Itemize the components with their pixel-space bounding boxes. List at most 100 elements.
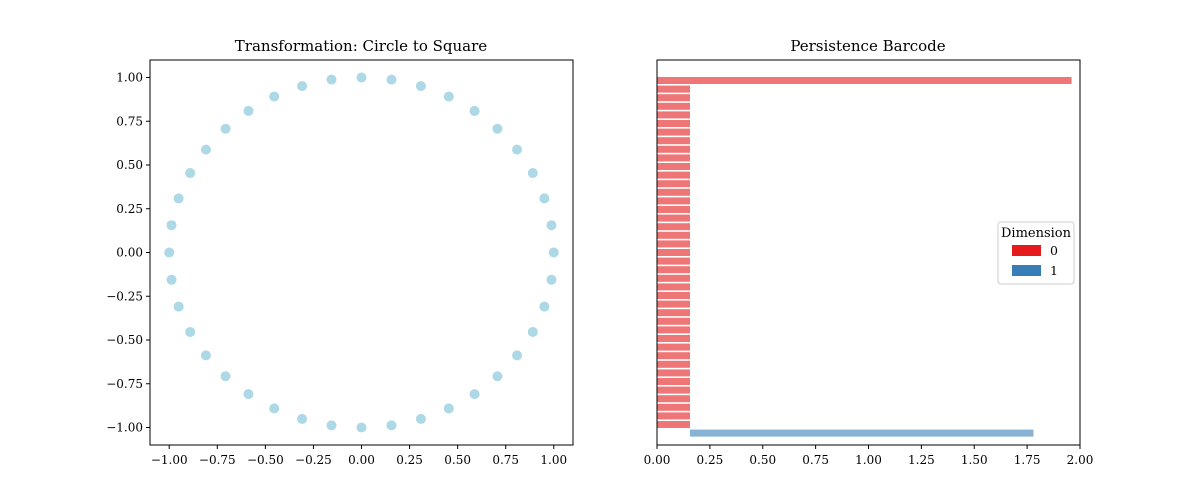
scatter-point [443, 91, 454, 102]
scatter-point [356, 422, 367, 433]
x-tick-label: 0.50 [749, 453, 776, 467]
barcode-bar [657, 180, 690, 188]
barcode-bar [657, 257, 690, 265]
scatter-frame [149, 59, 574, 446]
scatter-point [243, 389, 254, 400]
legend: Dimension 0 1 [997, 221, 1075, 285]
barcode-bar [657, 188, 690, 196]
barcode-bar [657, 163, 690, 170]
barcode-bar [657, 94, 690, 102]
x-tick-label: −0.25 [295, 453, 332, 467]
barcode-bar [657, 300, 690, 308]
scatter-point [548, 247, 559, 258]
scatter-point [220, 123, 231, 134]
y-tick-label: −0.25 [106, 289, 143, 303]
scatter-point [297, 81, 308, 92]
barcode-bar [657, 378, 690, 385]
x-tick-label: 0.75 [492, 453, 519, 467]
y-tick-label: 0.75 [116, 114, 143, 128]
scatter-point [326, 74, 337, 85]
scatter-point [173, 193, 184, 204]
scatter-point [166, 220, 177, 231]
barcode-bar [657, 128, 690, 136]
x-tick-label: 0.25 [697, 453, 724, 467]
x-tick-label: 0.00 [644, 453, 671, 467]
scatter-point [415, 413, 426, 424]
scatter-point [269, 403, 280, 414]
y-tick-label: 1.00 [116, 71, 143, 85]
scatter-point [527, 168, 538, 179]
barcode-bar [657, 85, 690, 93]
barcode-bar [657, 386, 690, 394]
scatter-point [443, 403, 454, 414]
barcode-bar [657, 395, 690, 403]
scatter-y-axis: 1.00 0.75 0.50 0.25 0.00 −0.25 −0.50 −0.75 −1.00 [106, 71, 150, 435]
scatter-point [164, 247, 175, 258]
barcode-x-axis: 0.00 0.25 0.50 0.75 1.00 1.25 1.50 1.75 2.00 [644, 445, 1094, 467]
scatter-title: Transformation: Circle to Square [235, 37, 488, 55]
barcode-bar [657, 360, 690, 368]
legend-swatch-0 [1012, 245, 1041, 256]
x-tick-label: 0.75 [802, 453, 829, 467]
x-tick-label: 1.00 [540, 453, 567, 467]
x-tick-label: 1.50 [961, 453, 988, 467]
barcode-bar [657, 223, 690, 231]
y-tick-label: −0.75 [106, 377, 143, 391]
barcode-bar [657, 369, 690, 377]
scatter-point [356, 72, 367, 83]
barcode-bar [657, 240, 690, 248]
scatter-point [220, 371, 231, 382]
x-tick-label: 2.00 [1067, 453, 1094, 467]
scatter-point [200, 144, 211, 155]
scatter-point [386, 74, 397, 85]
barcode-bar [657, 231, 690, 239]
scatter-point [492, 371, 503, 382]
barcode-bar [657, 171, 690, 179]
scatter-points [164, 72, 559, 433]
barcode-bar [657, 120, 690, 127]
scatter-point [492, 123, 503, 134]
barcode-bar [657, 154, 690, 162]
x-tick-label: −0.50 [247, 453, 284, 467]
scatter-point [512, 350, 523, 361]
scatter-point [539, 193, 550, 204]
barcode-bar [657, 249, 690, 256]
x-tick-label: −0.75 [199, 453, 236, 467]
x-tick-label: 0.00 [348, 453, 375, 467]
barcode-bar [657, 266, 690, 274]
x-tick-label: 1.25 [908, 453, 935, 467]
scatter-point [326, 420, 337, 431]
x-tick-label: 0.25 [396, 453, 423, 467]
scatter-point [469, 105, 480, 116]
x-tick-label: 0.50 [444, 453, 471, 467]
scatter-point [527, 326, 538, 337]
barcode-bar [657, 412, 690, 420]
barcode-bar [657, 197, 690, 205]
scatter-point [297, 413, 308, 424]
scatter-plot: Transformation: Circle to Square −1.00 −0… [106, 37, 574, 467]
y-tick-label: 0.00 [116, 246, 143, 260]
barcode-bar [657, 206, 690, 213]
legend-label-0: 0 [1050, 243, 1058, 258]
legend-swatch-1 [1012, 265, 1041, 276]
barcode-bar [657, 343, 690, 351]
scatter-point [185, 326, 196, 337]
barcode-bar [657, 102, 690, 110]
barcode-bar [657, 137, 690, 145]
scatter-point [173, 301, 184, 312]
barcode-bar [657, 352, 690, 360]
barcode-title: Persistence Barcode [790, 37, 945, 55]
scatter-point [269, 91, 280, 102]
scatter-point [546, 220, 557, 231]
scatter-x-axis: −1.00 −0.75 −0.50 −0.25 0.00 0.25 0.50 0.75 1.00 [151, 445, 567, 467]
scatter-point [546, 274, 557, 285]
scatter-point [200, 350, 211, 361]
barcode-bar [657, 326, 690, 334]
legend-label-1: 1 [1050, 263, 1058, 278]
y-tick-label: 0.50 [116, 158, 143, 172]
scatter-point [185, 168, 196, 179]
barcode-bar [657, 111, 690, 119]
x-tick-label: 1.75 [1014, 453, 1041, 467]
barcode-bar [657, 145, 690, 153]
barcode-bar [657, 421, 690, 428]
